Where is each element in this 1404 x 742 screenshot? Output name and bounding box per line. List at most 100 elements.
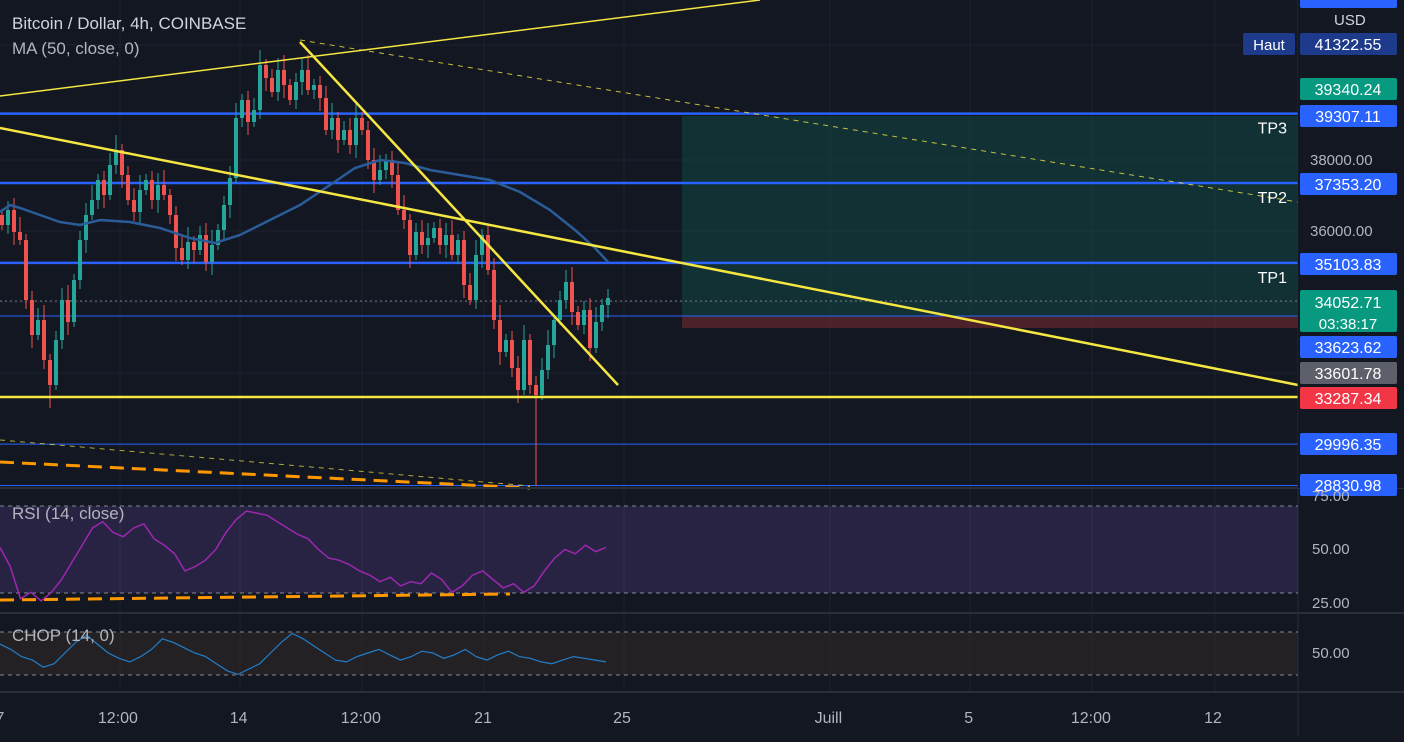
candle[interactable] bbox=[366, 121, 370, 169]
rsi-legend[interactable]: RSI (14, close) bbox=[12, 504, 124, 524]
chop-pane[interactable] bbox=[0, 631, 1298, 676]
candle[interactable] bbox=[204, 223, 208, 271]
ascending-trendline[interactable] bbox=[0, 0, 761, 97]
candle[interactable] bbox=[372, 148, 376, 193]
candle[interactable] bbox=[336, 112, 340, 153]
rsi-line[interactable] bbox=[0, 510, 607, 602]
candle[interactable] bbox=[180, 236, 184, 265]
candle[interactable] bbox=[582, 301, 586, 334]
candle[interactable] bbox=[492, 258, 496, 329]
candle[interactable] bbox=[282, 55, 286, 98]
candle[interactable] bbox=[354, 103, 358, 158]
candle[interactable] bbox=[546, 330, 550, 379]
candle[interactable] bbox=[264, 59, 268, 91]
candle[interactable] bbox=[270, 69, 274, 97]
candle[interactable] bbox=[114, 135, 118, 174]
candle[interactable] bbox=[588, 298, 592, 361]
candle[interactable] bbox=[306, 55, 310, 95]
candle[interactable] bbox=[414, 223, 418, 260]
candle[interactable] bbox=[276, 58, 280, 101]
candle[interactable] bbox=[528, 334, 532, 394]
candle[interactable] bbox=[324, 86, 328, 135]
candle[interactable] bbox=[90, 185, 94, 220]
candle[interactable] bbox=[342, 121, 346, 145]
chop-legend[interactable]: CHOP (14, 0) bbox=[12, 626, 115, 646]
steep-descending-trendline[interactable] bbox=[299, 41, 619, 386]
loss-zone[interactable] bbox=[682, 316, 1298, 328]
time-axis[interactable]: 7 12:00 14 12:00 21 25 Juill 5 12:00 12 bbox=[0, 710, 1222, 727]
chop-line[interactable] bbox=[0, 632, 607, 676]
candle[interactable] bbox=[558, 291, 562, 325]
candle[interactable] bbox=[234, 103, 238, 183]
candle[interactable] bbox=[162, 170, 166, 200]
candle[interactable] bbox=[318, 76, 322, 111]
candle[interactable] bbox=[222, 196, 226, 239]
haut-tag[interactable]: Haut bbox=[1243, 33, 1295, 55]
candle[interactable] bbox=[24, 234, 28, 309]
candle[interactable] bbox=[192, 236, 196, 263]
rsi-pane[interactable] bbox=[0, 505, 1298, 602]
profit-zone[interactable] bbox=[682, 116, 1298, 316]
candle[interactable] bbox=[594, 307, 598, 353]
candle[interactable] bbox=[534, 376, 538, 486]
candle[interactable] bbox=[456, 234, 460, 264]
candle[interactable] bbox=[132, 188, 136, 221]
candle[interactable] bbox=[138, 175, 142, 225]
candle[interactable] bbox=[390, 151, 394, 188]
candle[interactable] bbox=[540, 358, 544, 400]
candle[interactable] bbox=[474, 240, 478, 309]
candle[interactable] bbox=[42, 305, 46, 369]
orange-dashed-line[interactable] bbox=[0, 460, 531, 490]
candle[interactable] bbox=[606, 289, 610, 318]
dotted-descending-line[interactable] bbox=[299, 39, 1299, 203]
candle[interactable] bbox=[522, 325, 526, 395]
level-lines[interactable] bbox=[0, 112, 1298, 487]
price-badge-tp2[interactable]: 37353.20 bbox=[1300, 173, 1397, 195]
candle[interactable] bbox=[150, 171, 154, 209]
currency-label[interactable]: USD bbox=[1334, 12, 1366, 29]
price-badge-level-29996[interactable]: 29996.35 bbox=[1300, 433, 1397, 455]
candle[interactable] bbox=[516, 356, 520, 403]
candle[interactable] bbox=[402, 195, 406, 229]
candle[interactable] bbox=[510, 331, 514, 377]
candle[interactable] bbox=[462, 231, 466, 298]
price-badge-tp1[interactable]: 35103.83 bbox=[1300, 253, 1397, 275]
candle[interactable] bbox=[312, 79, 316, 99]
candle[interactable] bbox=[120, 144, 124, 188]
candle[interactable] bbox=[504, 334, 508, 357]
candle[interactable] bbox=[384, 154, 388, 179]
price-badge-level-28830[interactable]: 28830.98 bbox=[1300, 474, 1397, 496]
candle[interactable] bbox=[450, 220, 454, 260]
candle[interactable] bbox=[84, 203, 88, 253]
dotted-lower-line[interactable] bbox=[0, 439, 531, 487]
candle[interactable] bbox=[408, 214, 412, 268]
candle[interactable] bbox=[54, 331, 58, 390]
candle[interactable] bbox=[186, 227, 190, 269]
candle[interactable] bbox=[426, 223, 430, 258]
price-badge-support[interactable]: 33287.34 bbox=[1300, 387, 1397, 409]
candle[interactable] bbox=[288, 79, 292, 105]
price-badge-tp-box-top[interactable]: 39340.24 bbox=[1300, 78, 1397, 100]
candle[interactable] bbox=[96, 174, 100, 209]
candle[interactable] bbox=[432, 222, 436, 243]
price-badge-last-price[interactable]: 34052.71 03:38:17 bbox=[1300, 290, 1397, 333]
candle[interactable] bbox=[240, 94, 244, 127]
rsi-orange-dashed[interactable] bbox=[0, 592, 511, 602]
candle[interactable] bbox=[294, 73, 298, 109]
candle[interactable] bbox=[18, 217, 22, 245]
candle[interactable] bbox=[444, 223, 448, 258]
candle[interactable] bbox=[252, 98, 256, 127]
candle[interactable] bbox=[360, 112, 364, 135]
candle[interactable] bbox=[60, 288, 64, 349]
price-badge-tp3[interactable]: 39307.11 bbox=[1300, 105, 1397, 127]
symbol-legend[interactable]: Bitcoin / Dollar, 4h, COINBASE bbox=[12, 14, 246, 34]
candle[interactable] bbox=[246, 91, 250, 135]
candle[interactable] bbox=[576, 306, 580, 330]
candle[interactable] bbox=[0, 209, 4, 230]
candle[interactable] bbox=[486, 226, 490, 275]
candle[interactable] bbox=[330, 103, 334, 139]
ma-line[interactable] bbox=[0, 158, 609, 263]
candles[interactable] bbox=[0, 50, 610, 486]
candle[interactable] bbox=[600, 299, 604, 331]
